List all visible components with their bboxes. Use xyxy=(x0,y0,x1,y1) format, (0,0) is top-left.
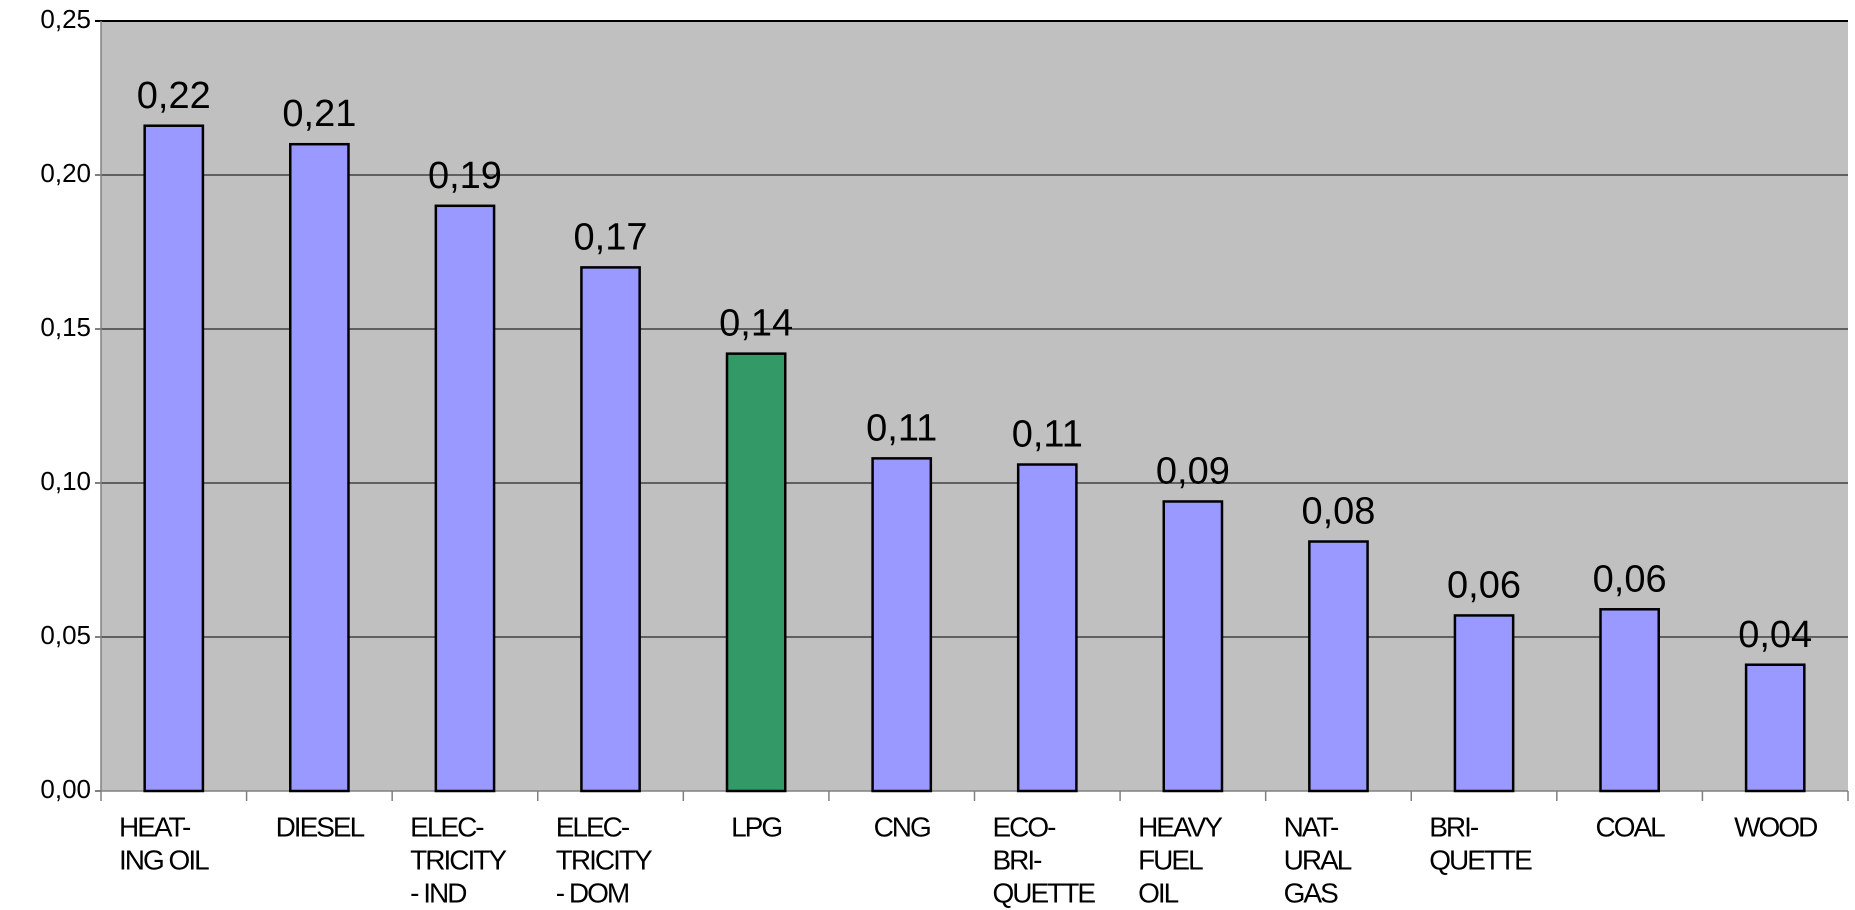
bar xyxy=(1453,614,1515,793)
y-tick-label: 0,15 xyxy=(40,312,91,342)
x-tick-label: QUETTE xyxy=(1429,844,1532,875)
data-label: 0,11 xyxy=(1012,414,1083,456)
bar xyxy=(871,457,933,793)
x-tick-label: BRI- xyxy=(993,844,1043,875)
y-tick-label: 0,20 xyxy=(40,158,91,188)
y-tick-label: 0,05 xyxy=(40,620,91,650)
bar xyxy=(1308,540,1369,793)
y-tick-label: 0,25 xyxy=(40,4,91,34)
data-label: 0,11 xyxy=(866,407,937,449)
bar xyxy=(1599,608,1660,793)
x-tick-label: TRICITY xyxy=(410,844,507,875)
x-tick-label: OIL xyxy=(1138,877,1179,908)
bar xyxy=(1744,663,1806,793)
data-label: 0,19 xyxy=(428,155,502,197)
x-tick-label: - DOM xyxy=(556,877,629,908)
x-tick-label: URAL xyxy=(1284,844,1352,875)
x-tick-label: ING OIL xyxy=(119,844,209,875)
x-tick-label: HEAVY xyxy=(1138,811,1223,842)
x-tick-label: WOOD xyxy=(1734,811,1817,842)
x-tick-label: HEAT- xyxy=(119,811,191,842)
bar xyxy=(143,124,205,793)
x-tick-label: BRI- xyxy=(1429,811,1479,842)
bar xyxy=(434,204,496,793)
data-label: 0,21 xyxy=(282,93,356,135)
x-tick-label: ECO- xyxy=(993,811,1057,842)
data-label: 0,14 xyxy=(719,303,793,345)
x-tick-label: LPG xyxy=(731,811,781,842)
bar xyxy=(725,352,787,793)
x-tick-label: - IND xyxy=(410,877,466,908)
data-label: 0,22 xyxy=(137,75,211,117)
data-label: 0,04 xyxy=(1738,614,1812,656)
x-tick-label: DIESEL xyxy=(276,811,365,842)
data-label: 0,06 xyxy=(1593,558,1667,600)
x-tick-label: QUETTE xyxy=(993,877,1096,908)
y-tick-label: 0,00 xyxy=(40,774,91,804)
x-tick-label: FUEL xyxy=(1138,844,1203,875)
data-label: 0,08 xyxy=(1301,491,1375,533)
bar xyxy=(580,266,641,793)
x-tick-label: CNG xyxy=(874,811,930,842)
data-label: 0,09 xyxy=(1156,451,1230,493)
x-tick-label: TRICITY xyxy=(556,844,653,875)
x-tick-label: ELEC- xyxy=(556,811,630,842)
x-tick-label: NAT- xyxy=(1284,811,1339,842)
data-label: 0,06 xyxy=(1447,564,1521,606)
y-tick-label: 0,10 xyxy=(40,466,91,496)
bar xyxy=(289,142,350,793)
data-label: 0,17 xyxy=(574,216,648,258)
x-tick-label: COAL xyxy=(1596,811,1666,842)
plot-area xyxy=(101,21,1848,791)
bar xyxy=(1016,463,1078,793)
x-tick-label: GAS xyxy=(1284,877,1338,908)
bar xyxy=(1162,500,1224,793)
x-tick-label: ELEC- xyxy=(410,811,484,842)
